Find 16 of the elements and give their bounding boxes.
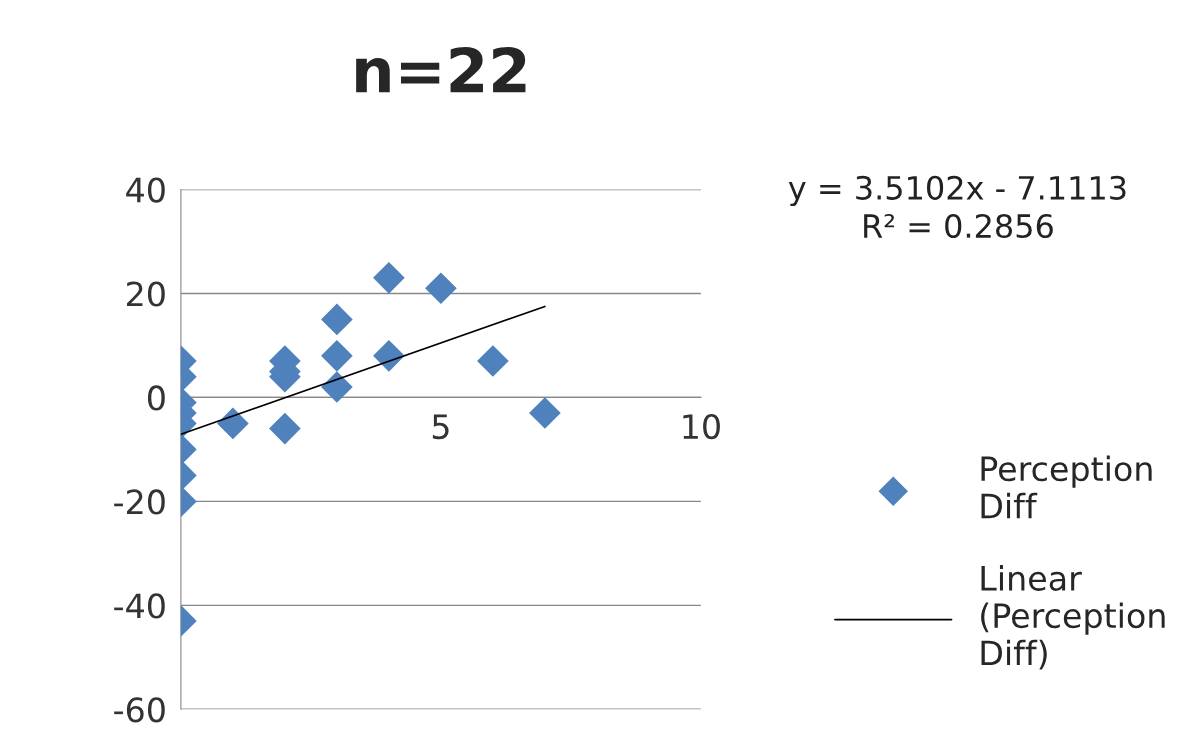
x-tick-label: 5 <box>432 414 449 440</box>
y-tick-label: -20 <box>114 489 165 515</box>
y-tick-label: -40 <box>114 593 165 619</box>
point <box>321 303 353 336</box>
y-tick-label: 0 <box>147 385 165 411</box>
point <box>373 340 405 372</box>
x-tick-label: 10 <box>683 413 720 440</box>
legend-label: Linear (Perception Diff) <box>981 565 1165 670</box>
text: y = 3.5102x - 7.1113 R² = 0.2856 <box>788 175 1126 239</box>
y-tick-label: 40 <box>126 177 165 203</box>
chart-title: n=22 <box>356 46 526 93</box>
y-tick-label: -60 <box>114 697 165 723</box>
point <box>321 340 353 372</box>
y-tick-label: 20 <box>127 281 165 307</box>
point <box>373 262 405 294</box>
legend-label: Perception Diff <box>981 455 1152 519</box>
